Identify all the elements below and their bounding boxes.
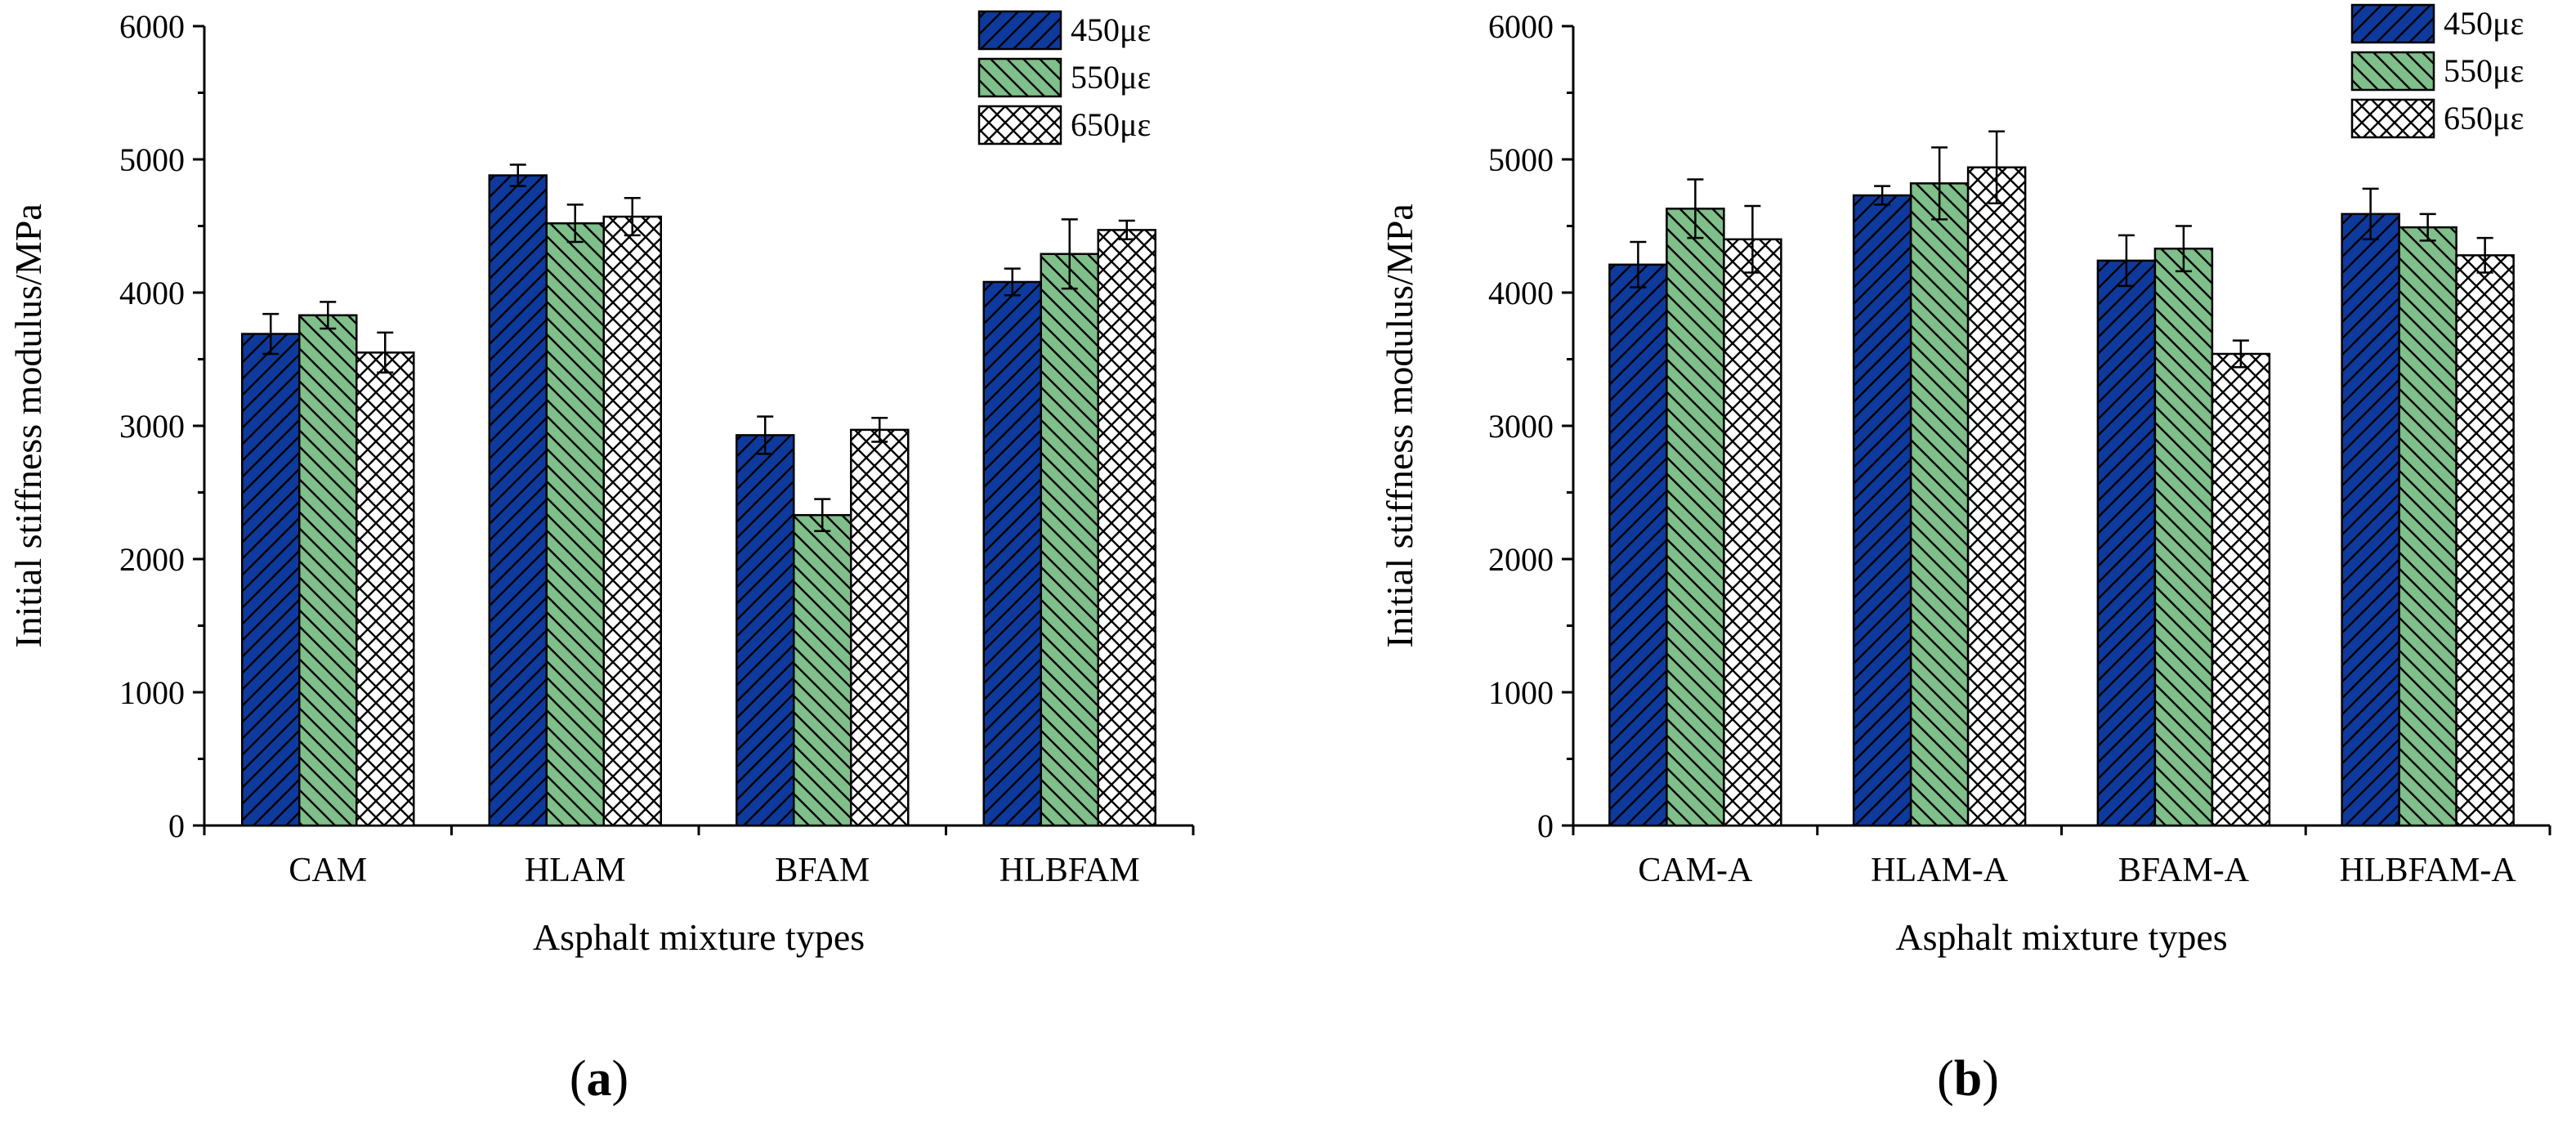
- bar-cam-series-1: [241, 333, 301, 827]
- y-tick-label: 1000: [119, 674, 185, 711]
- x-tick-label: HLAM: [525, 852, 626, 889]
- y-tick-label: 6000: [1488, 8, 1554, 45]
- legend: 450με 550με 650με: [2350, 3, 2524, 139]
- error-bar: [624, 197, 641, 237]
- legend-swatch: [977, 57, 1062, 98]
- error-bar: [1744, 204, 1761, 274]
- y-tick-label: 0: [168, 808, 185, 844]
- x-axis-title: Asphalt mixture types: [1895, 916, 2227, 958]
- bar-bfam-series-1: [736, 434, 795, 827]
- y-tick-label: 2000: [119, 541, 185, 578]
- bar-cam-a-series-3: [1723, 238, 1782, 827]
- error-bar: [1988, 130, 2006, 205]
- y-tick-label: 0: [1537, 808, 1554, 844]
- error-bar: [1004, 267, 1021, 297]
- y-tick-label: 3000: [1488, 408, 1554, 445]
- error-bar: [1118, 219, 1135, 241]
- bar-bfam-series-3: [850, 428, 910, 827]
- legend-label: 650με: [2444, 100, 2524, 136]
- error-bar: [2419, 213, 2436, 242]
- bar-bfam-series-2: [793, 513, 852, 827]
- error-bar: [566, 204, 584, 244]
- bar-hlam-series-2: [545, 221, 605, 827]
- legend-swatch: [977, 105, 1062, 145]
- error-bar: [377, 331, 394, 374]
- error-bar: [509, 163, 526, 187]
- legend-swatch: [2350, 3, 2435, 44]
- y-tick-label: 5000: [1488, 141, 1554, 178]
- bar-cam-series-2: [298, 314, 358, 827]
- x-tick-label: HLBFAM: [1000, 852, 1140, 889]
- chart-panel-b: 0 1000 2000 3000 4000 5000 6000 CAM-A HLAM-A BFAM…: [1379, 3, 2551, 1107]
- legend-swatch: [977, 10, 1062, 51]
- legend-swatch: [2350, 51, 2435, 92]
- y-axis-title: Initial stiffness modulus/MPa: [7, 204, 49, 648]
- x-tick-label: CAM: [288, 852, 367, 889]
- legend-swatch: [2350, 98, 2435, 139]
- bar-bfam-a-series-2: [2153, 247, 2214, 827]
- legend-label: 650με: [1071, 106, 1151, 143]
- y-tick-label: 2000: [1488, 541, 1554, 578]
- legend: 450με 550με 650με: [977, 10, 1151, 145]
- legend-label: 550με: [2444, 52, 2524, 89]
- y-tick-label: 5000: [119, 141, 185, 178]
- error-bar: [1874, 185, 1891, 206]
- bar-hlbfam-a-series-2: [2398, 226, 2457, 827]
- error-bar: [757, 415, 774, 455]
- bar-hlbfam-a-series-1: [2341, 213, 2400, 827]
- x-tick-label: BFAM-A: [2118, 852, 2250, 889]
- legend-label: 450με: [1071, 11, 1151, 48]
- error-bar: [320, 301, 337, 330]
- bar-hlbfam-series-3: [1097, 229, 1156, 827]
- y-tick-label: 6000: [119, 8, 185, 45]
- panel-label: (a): [570, 1051, 628, 1107]
- x-tick-label: HLBFAM-A: [2340, 852, 2517, 889]
- error-bar: [1061, 218, 1078, 290]
- bar-cam-a-series-1: [1608, 263, 1668, 827]
- x-axis-title: Asphalt mixture types: [533, 916, 865, 958]
- bar-hlam-a-series-1: [1852, 194, 1912, 827]
- bar-hlbfam-series-1: [982, 280, 1042, 827]
- bar-cam-a-series-2: [1666, 208, 1725, 827]
- bar-hlbfam-series-2: [1040, 253, 1099, 827]
- error-bar: [1687, 178, 1704, 239]
- error-bar: [2175, 225, 2192, 273]
- y-tick-label: 4000: [1488, 275, 1554, 311]
- bar-cam-series-3: [356, 351, 415, 827]
- bar-hlam-series-3: [602, 215, 662, 827]
- error-bar: [814, 498, 831, 533]
- bar-bfam-a-series-1: [2096, 259, 2157, 827]
- legend-label: 550με: [1071, 59, 1151, 96]
- x-tick-label: CAM-A: [1638, 852, 1753, 889]
- x-tick-label: HLAM-A: [1871, 852, 2009, 889]
- bar-hlam-series-1: [488, 174, 548, 827]
- y-axis-title: Initial stiffness modulus/MPa: [1379, 204, 1420, 648]
- bar-hlam-a-series-2: [1909, 182, 1970, 827]
- x-tick-label: BFAM: [775, 852, 870, 889]
- error-bar: [2232, 339, 2249, 369]
- panel-label: (b): [1937, 1051, 1999, 1107]
- error-bar: [2118, 234, 2135, 288]
- bar-bfam-a-series-3: [2211, 352, 2271, 827]
- error-bar: [262, 312, 280, 356]
- y-tick-label: 3000: [119, 408, 185, 445]
- y-tick-label: 1000: [1488, 674, 1554, 711]
- bar-hlbfam-a-series-3: [2455, 254, 2515, 827]
- error-bar: [1931, 146, 1948, 221]
- error-bar: [1630, 240, 1647, 289]
- error-bar: [871, 416, 888, 443]
- legend-label: 450με: [2444, 5, 2524, 42]
- bar-hlam-a-series-3: [1966, 166, 2027, 827]
- chart-panel-a: 0 1000 2000 3000 4000 5000 6000 CAM HLAM BFAM HLBF…: [7, 8, 1195, 1107]
- y-tick-label: 4000: [119, 275, 185, 311]
- error-bar: [2476, 236, 2493, 274]
- error-bar: [2362, 187, 2379, 241]
